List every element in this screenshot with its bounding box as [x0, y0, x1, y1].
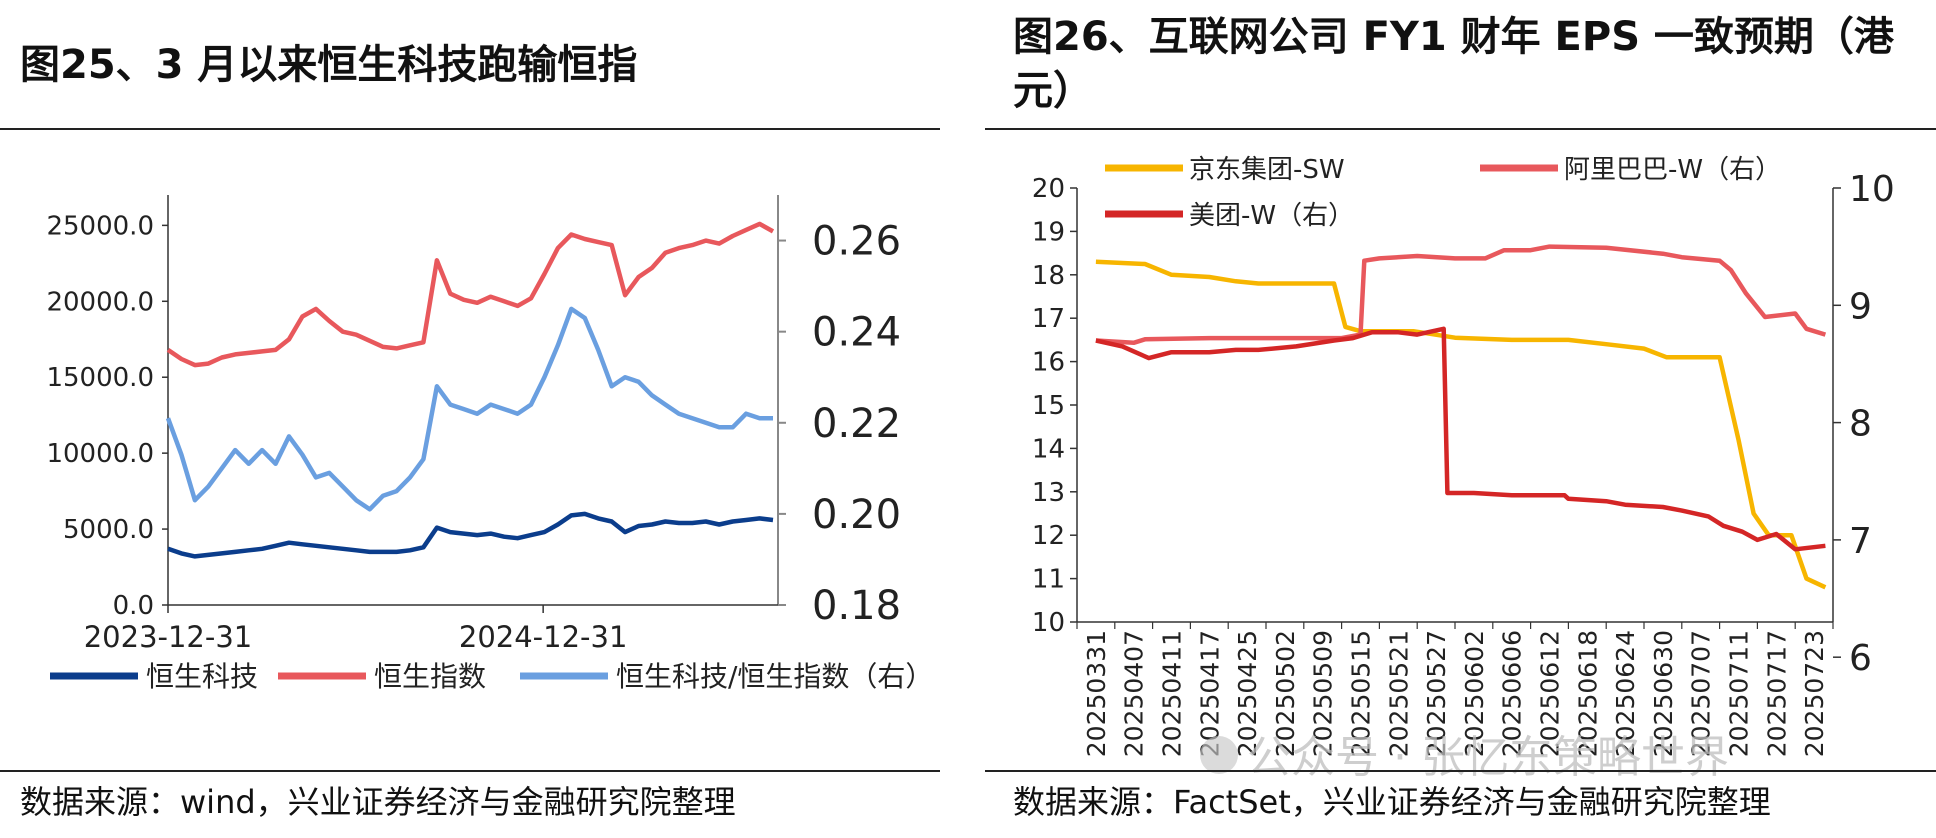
y-right-tick-label: 8 [1849, 404, 1872, 445]
watermark-logo [1200, 736, 1238, 774]
y-right-tick-label: 0.24 [812, 310, 901, 356]
x-tick-label: 20250606 [1498, 630, 1527, 757]
y-right-tick-label: 0.18 [812, 583, 901, 629]
left-figure: 图25、3 月以来恒生科技跑输恒指 25000.0 20000.0 15000.0 1… [0, 0, 940, 838]
series-line [1095, 244, 1827, 346]
y-left-tick-label: 15000.0 [46, 363, 154, 393]
y-left-tick-label: 25000.0 [46, 211, 154, 241]
right-chart: 20 19 18 17 16 15 14 13 12 11 10 10 9 8 7 6 20250331 2025… [1032, 155, 1895, 783]
x-tick-label: 20250618 [1573, 630, 1602, 757]
right-source-rule [985, 770, 1936, 772]
left-source-rule [0, 770, 940, 772]
x-tick-label: 20250521 [1384, 630, 1413, 757]
x-tick-label: 20250407 [1120, 630, 1149, 757]
left-title-rule [0, 128, 940, 130]
x-tick-label: 20250717 [1762, 630, 1791, 757]
y-left-tick-label: 14 [1032, 434, 1065, 464]
x-tick-label: 20250411 [1158, 630, 1187, 757]
x-tick-label: 20250723 [1800, 630, 1829, 757]
legend-label: 恒生指数 [374, 660, 486, 693]
y-left-tick-label: 10 [1032, 608, 1065, 638]
legend-label: 恒生科技/恒生指数（右） [616, 660, 933, 693]
series-line [1095, 326, 1826, 552]
y-left-tick-label: 17 [1032, 304, 1065, 334]
y-left-tick-label: 16 [1032, 348, 1065, 378]
y-right-tick-label: 7 [1849, 521, 1872, 562]
y-left-tick-label: 11 [1032, 565, 1065, 595]
x-tick-label: 20250711 [1725, 630, 1754, 757]
y-right-tick-label: 6 [1849, 638, 1872, 679]
y-left-tick-label: 5000.0 [63, 515, 154, 545]
legend-label: 京东集团-SW [1189, 155, 1345, 185]
y-right-tick-label: 0.26 [812, 219, 901, 265]
x-tick-label: 20250624 [1611, 630, 1640, 757]
watermark-text: 公众号 · 张忆东策略世界 [1247, 732, 1729, 783]
y-left-tick-label: 20 [1032, 174, 1065, 204]
y-left-tick-label: 18 [1032, 261, 1065, 291]
y-left-tick-label: 10000.0 [46, 439, 154, 469]
legend-label: 美团-W（右） [1189, 201, 1354, 231]
x-tick-label: 20250509 [1309, 630, 1338, 757]
y-left-tick-label: 12 [1032, 521, 1065, 551]
y-left-tick-label: 20000.0 [46, 287, 154, 317]
y-left-tick-label: 15 [1032, 391, 1065, 421]
right-source-note: 数据来源：FactSet，兴业证券经济与金融研究院整理 [1013, 783, 1771, 821]
y-left-tick-label: 13 [1032, 478, 1065, 508]
x-tick-label: 20250602 [1460, 630, 1489, 757]
legend-label: 恒生科技 [146, 660, 258, 693]
y-left-tick-label: 0.0 [113, 591, 154, 621]
y-right-tick-label: 9 [1849, 286, 1872, 327]
y-left-tick-label: 19 [1032, 217, 1065, 247]
x-tick-label: 20250707 [1687, 630, 1716, 757]
x-tick-label: 20250612 [1536, 630, 1565, 757]
series-line [1095, 259, 1827, 590]
x-tick-label: 2024-12-31 [459, 620, 628, 654]
x-tick-label: 20250502 [1271, 630, 1300, 757]
right-figure-title: 图26、互联网公司 FY1 财年 EPS 一致预期（港元） [1013, 14, 1894, 114]
legend-label: 阿里巴巴-W（右） [1564, 155, 1781, 185]
right-figure: 图26、互联网公司 FY1 财年 EPS 一致预期（港元） 20 19 18 17 16… [985, 0, 1936, 838]
x-tick-label: 20250425 [1233, 630, 1262, 757]
left-chart: 25000.0 20000.0 15000.0 10000.0 5000.0 0.0 0.2… [46, 195, 933, 693]
left-source-note: 数据来源：wind，兴业证券经济与金融研究院整理 [20, 783, 736, 821]
x-tick-label: 20250630 [1649, 630, 1678, 757]
x-tick-label: 20250331 [1082, 630, 1111, 757]
y-right-tick-label: 10 [1849, 169, 1895, 210]
series-line [167, 511, 774, 559]
y-right-tick-label: 0.20 [812, 492, 901, 538]
right-title-rule [985, 128, 1936, 130]
left-figure-title: 图25、3 月以来恒生科技跑输恒指 [20, 42, 638, 88]
series-line [165, 306, 773, 512]
series-line [166, 221, 775, 368]
x-tick-label: 20250515 [1347, 630, 1376, 757]
x-tick-label: 20250527 [1422, 630, 1451, 757]
x-tick-label: 2023-12-31 [84, 620, 253, 654]
y-right-tick-label: 0.22 [812, 401, 901, 447]
